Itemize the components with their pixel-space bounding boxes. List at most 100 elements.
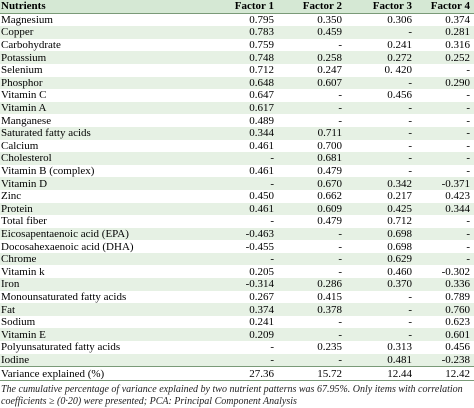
nutrient-name: Manganese [1,114,52,127]
loading-cell: 0.209 [208,328,278,342]
loading-cell: 0.286 [278,278,346,291]
loading-cell: - [408,114,412,127]
loading-cell: -0.302 [441,265,470,278]
table-row: Chrome - -0.629- [0,252,474,266]
table-row: Phosphor 0.648 0.607-0.290 [0,76,474,90]
nutrient-name: Variance explained (%) [0,366,208,381]
loading-cell: 0.217 [387,190,412,203]
loading-cell: - [208,353,278,367]
loading-cell: 0.681 [278,152,346,165]
loading-cell: - [338,265,342,278]
table-row: Zinc 0.450 0.662 0.217 0.423 [0,190,474,203]
loading-cell: 0.783 [208,26,278,39]
loading-cell: 15.72 [278,366,346,381]
table-row: Copper 0.783 0.459-0.281 [0,26,474,39]
loading-cell: 0.247 [317,64,342,77]
loading-cell: - [278,328,346,342]
loading-cell: 0.235 [317,341,342,354]
loading-cell: 0.617 [208,101,278,115]
loading-cell: - [408,165,412,178]
loading-cell: 0.378 [278,303,346,316]
nutrient-name: Selenium [1,64,43,77]
table-row: Potassium 0.748 0.258 0.272 0.252 [0,51,474,64]
loading-cell: 0.601 [416,328,474,342]
loading-cell: - [338,316,342,329]
loading-cell: - [208,177,278,190]
loading-cell: 0.461 [208,202,278,216]
table-row: Vitamin E 0.209- -0.601 [0,328,474,342]
loading-cell: 0. 420 [384,64,413,77]
header-cell: Factor 2 [278,0,346,14]
loading-cell: - [466,165,470,178]
loading-cell: -0.314 [208,278,278,291]
table-row: Carbohydrate 0.759 - 0.241 0.316 [0,39,474,52]
loading-cell: 0.479 [317,215,342,228]
loading-cell: 0.670 [278,177,346,190]
loading-cell: 0.662 [317,190,342,203]
table-row: Sodium 0.241 - - 0.623 [0,316,474,329]
nutrient-name: Saturated fatty acids [0,126,208,140]
nutrient-name: Polyunsaturated fatty acids [1,341,121,354]
loading-cell: 0.450 [249,190,274,203]
nutrient-name: Vitamin B (complex) [1,165,95,178]
nutrient-name: Vitamin A [0,101,208,115]
table-row: Docosahexaenoic acid (DHA) -0.455 - 0.698 - [0,240,474,253]
loading-cell: - [466,139,470,152]
header-cell: Nutrients [0,0,208,14]
table-row: Manganese 0.489 - - - [0,114,474,127]
loading-cell: 0.647 [249,89,274,102]
loading-cell: 0.415 [317,290,342,303]
loading-cell: - [346,152,416,165]
nutrient-name: Vitamin D [0,177,208,190]
loading-cell: 0.456 [445,341,470,354]
header-cell: Factor 4 [416,0,474,14]
loading-cell: 0.290 [416,76,474,90]
header-cell: Factor 1 [208,0,278,14]
loading-cell: - [278,353,346,367]
nutrient-name: Copper [0,26,208,39]
loading-cell: - [278,252,346,266]
loading-cell: 0.712 [387,215,412,228]
loading-cell: - [346,126,416,140]
table-row: Iodine - -0.481 -0.238 [0,353,474,367]
loading-cell: - [346,303,416,316]
table-row: Magnesium 0.795 0.350 0.306 0.374 [0,13,474,26]
table-row: Vitamin k 0.205 - 0.460 -0.302 [0,265,474,278]
loading-cell: 12.42 [416,366,474,381]
loading-cell: 0.629 [346,252,416,266]
loading-cell: 0.789 [445,290,470,303]
loading-cell: 0.748 [208,51,278,64]
loading-cell: - [338,39,342,52]
loading-cell: - [338,240,342,253]
loading-cell: - [346,26,416,39]
loading-cell: - [466,215,470,228]
loading-cell: - [208,152,278,165]
nutrient-name: Calcium [1,139,39,152]
loading-cell: 0.342 [346,177,416,190]
loading-cell: - [416,252,474,266]
nutrient-name: Iodine [0,353,208,367]
loading-cell: - [346,328,416,342]
nutrient-name: Cholesterol [0,152,208,165]
loading-cell: 0.336 [416,278,474,291]
table-row: Vitamin A 0.617- - - [0,101,474,115]
nutrient-name: Zinc [1,190,22,203]
loading-cell: 0.344 [416,202,474,216]
nutrient-name: Vitamin E [0,328,208,342]
table-row: Iron -0.314 0.286 0.370 0.336 [0,278,474,291]
loading-cell: - [278,101,346,115]
nutrient-name: Monounsaturated fatty acids [1,290,127,303]
loading-cell: 12.44 [346,366,416,381]
nutrient-name: Phosphor [0,76,208,90]
table-row: Cholesterol -0.681- - [0,152,474,165]
loading-cell: 0.479 [317,165,342,178]
loading-cell: 0.607 [278,76,346,90]
loading-cell: - [466,89,470,102]
loading-cell: - [416,126,474,140]
nutrient-name: Vitamin C [1,89,47,102]
loading-cell: 0.489 [249,114,274,127]
loading-cell: 0.698 [346,227,416,241]
nutrient-name: Fat [0,303,208,316]
table-row: Saturated fatty acids 0.344 0.711- - [0,126,474,140]
table-row: Total fiber - 0.479 0.712 - [0,215,474,228]
